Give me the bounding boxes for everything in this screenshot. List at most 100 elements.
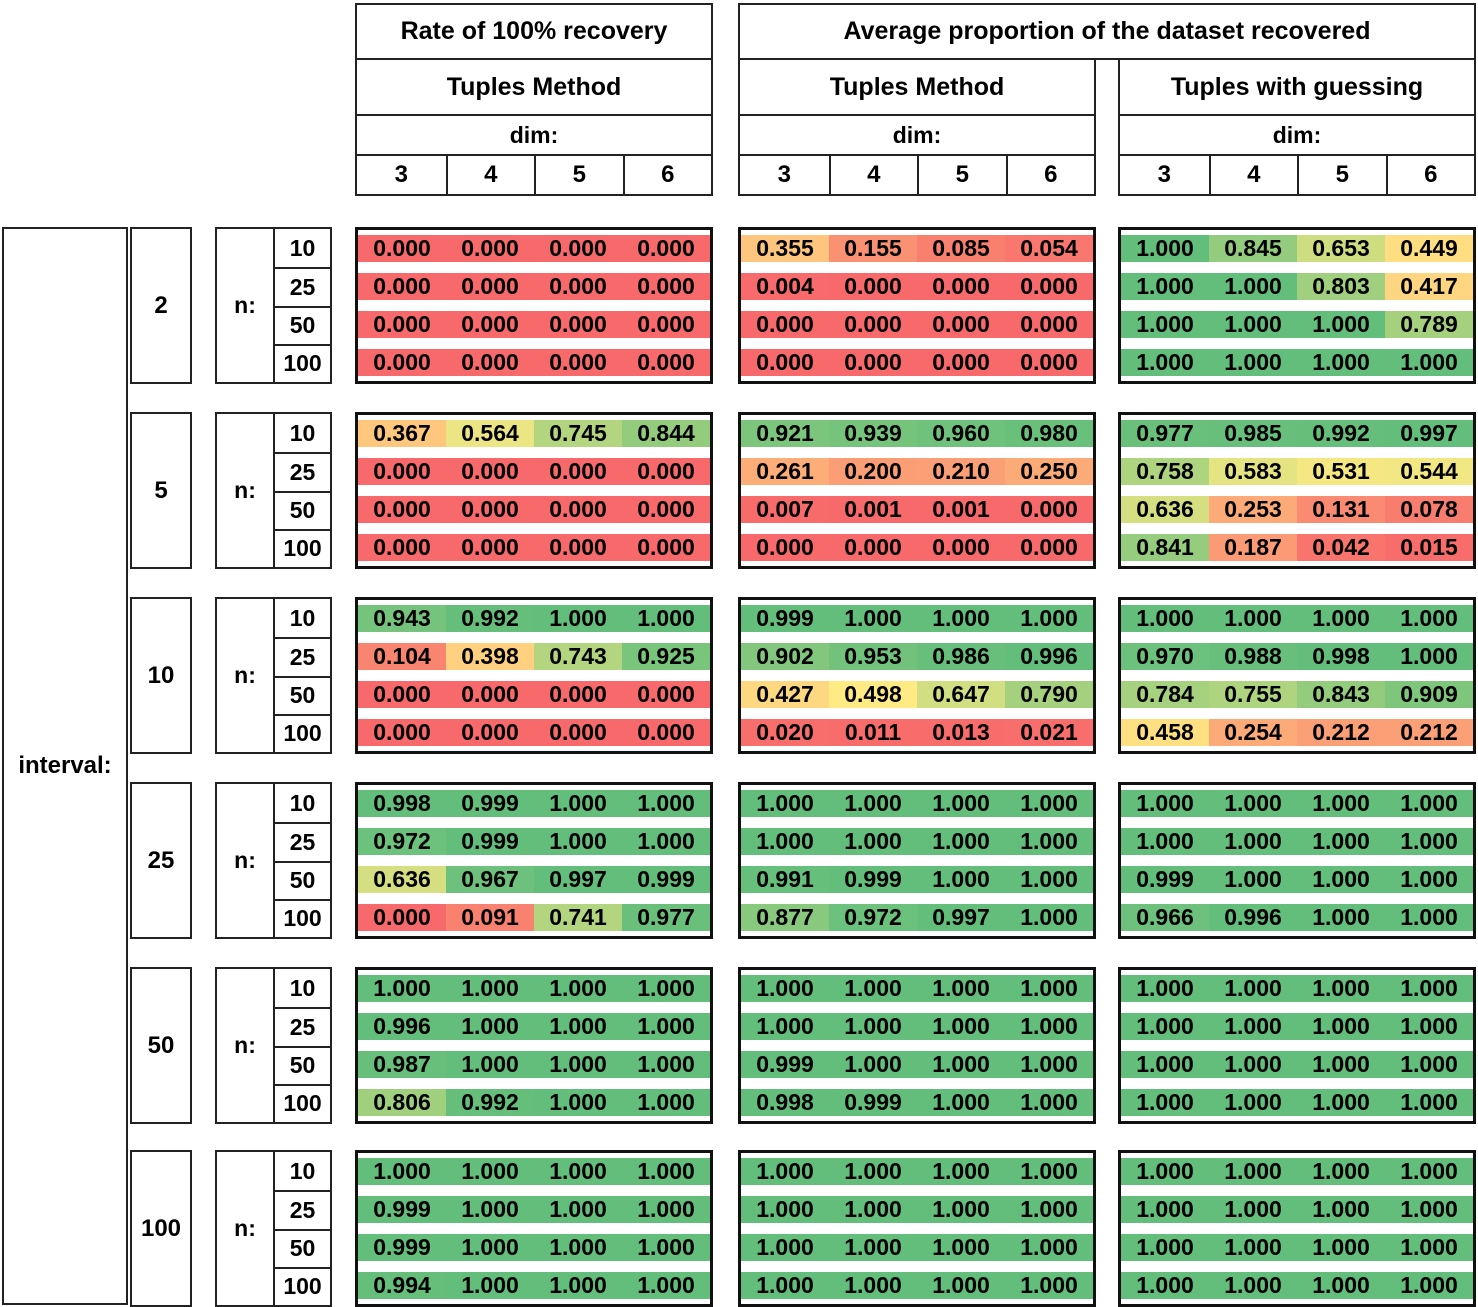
data-cell: 1.000	[1121, 1013, 1209, 1041]
data-block: 1.000 1.000 1.000 1.000 1.000 1.000 1.000 1.000…	[738, 1150, 1096, 1307]
data-cell: 1.000	[534, 1271, 622, 1299]
data-cell: 0.000	[1005, 495, 1093, 523]
data-cell: 1.000	[829, 605, 917, 633]
data-cell: 1.000	[917, 1088, 1005, 1116]
data-cell: 1.000	[1005, 1158, 1093, 1186]
data-cell: 1.000	[446, 1233, 534, 1261]
data-cell: 0.000	[622, 273, 710, 301]
data-cell: 0.261	[741, 458, 829, 486]
interval-value-cell: 50	[130, 967, 192, 1124]
n-value-cell: 50	[273, 675, 330, 714]
data-cell: 1.000	[1005, 1233, 1093, 1261]
data-cell: 0.789	[1385, 310, 1473, 338]
data-cell: 0.000	[534, 458, 622, 486]
data-cell: 0.544	[1385, 458, 1473, 486]
data-cell: 0.000	[622, 533, 710, 561]
data-cell: 0.000	[534, 235, 622, 263]
interval-value-cell: 25	[130, 782, 192, 939]
data-cell: 0.210	[917, 458, 1005, 486]
data-cell: 0.131	[1297, 495, 1385, 523]
n-value-cell: 100	[273, 898, 330, 937]
data-cell: 1.000	[534, 1088, 622, 1116]
n-value-cell: 50	[273, 1228, 330, 1267]
data-cell: 1.000	[917, 605, 1005, 633]
n-value-cell: 100	[273, 1083, 330, 1122]
data-cell: 0.999	[1121, 865, 1209, 893]
n-axis-cell: n:	[234, 662, 256, 688]
data-cell: 0.498	[829, 680, 917, 708]
dim-label: dim:	[740, 114, 1094, 154]
dim-label: dim:	[1120, 114, 1474, 154]
data-cell: 1.000	[1385, 1233, 1473, 1261]
data-cell: 0.007	[741, 495, 829, 523]
n-value-cell: 25	[273, 822, 330, 861]
data-cell: 0.000	[534, 310, 622, 338]
data-cell: 0.000	[446, 680, 534, 708]
data-cell: 0.000	[917, 310, 1005, 338]
n-value-cell: 25	[273, 637, 330, 676]
interval-axis-cell: interval:	[2, 227, 128, 1305]
data-block: 0.921 0.939 0.960 0.980 0.261 0.200 0.210 0.250…	[738, 412, 1096, 569]
data-cell: 0.997	[1385, 420, 1473, 448]
n-value-cell: 10	[273, 969, 330, 1008]
data-cell: 0.741	[534, 903, 622, 931]
data-cell: 0.000	[534, 495, 622, 523]
data-cell: 1.000	[917, 790, 1005, 818]
data-cell: 1.000	[917, 828, 1005, 856]
data-cell: 1.000	[622, 1271, 710, 1299]
data-cell: 0.000	[741, 348, 829, 376]
data-cell: 0.966	[1121, 903, 1209, 931]
data-cell: 0.999	[446, 828, 534, 856]
data-cell: 1.000	[534, 790, 622, 818]
data-cell: 0.925	[622, 643, 710, 671]
data-cell: 0.000	[358, 718, 446, 746]
dim-value-cell: 6	[1385, 156, 1475, 194]
data-cell: 1.000	[1209, 1233, 1297, 1261]
data-cell: 1.000	[622, 1088, 710, 1116]
data-cell: 0.967	[446, 865, 534, 893]
data-cell: 0.960	[917, 420, 1005, 448]
data-cell: 0.458	[1121, 718, 1209, 746]
n-value-cell: 25	[273, 267, 330, 306]
data-cell: 0.000	[358, 348, 446, 376]
n-value-cell: 100	[273, 713, 330, 752]
data-cell: 1.000	[1121, 348, 1209, 376]
data-cell: 0.355	[741, 235, 829, 263]
data-cell: 0.531	[1297, 458, 1385, 486]
n-axis-cell: n:	[234, 292, 256, 318]
dim-value-cell: 6	[622, 156, 712, 194]
data-cell: 1.000	[446, 1050, 534, 1078]
data-cell: 0.000	[829, 348, 917, 376]
data-cell: 0.000	[917, 273, 1005, 301]
n-table: n: 10 25 50 100	[215, 227, 332, 384]
data-cell: 1.000	[741, 828, 829, 856]
data-cell: 0.000	[741, 533, 829, 561]
data-cell: 1.000	[1005, 903, 1093, 931]
data-cell: 0.449	[1385, 235, 1473, 263]
data-cell: 1.000	[741, 975, 829, 1003]
data-cell: 1.000	[1209, 310, 1297, 338]
data-cell: 0.000	[446, 310, 534, 338]
data-cell: 0.000	[741, 310, 829, 338]
data-cell: 0.972	[358, 828, 446, 856]
data-cell: 0.000	[358, 680, 446, 708]
n-axis-cell: n:	[234, 477, 256, 503]
data-cell: 0.806	[358, 1088, 446, 1116]
data-cell: 1.000	[1297, 1233, 1385, 1261]
data-cell: 1.000	[358, 975, 446, 1003]
data-block: 0.355 0.155 0.085 0.054 0.004 0.000 0.000 0.000…	[738, 227, 1096, 384]
data-cell: 1.000	[741, 790, 829, 818]
data-cell: 1.000	[1297, 310, 1385, 338]
data-cell: 0.977	[1121, 420, 1209, 448]
data-cell: 0.187	[1209, 533, 1297, 561]
data-cell: 1.000	[446, 1196, 534, 1224]
data-cell: 1.000	[1005, 1088, 1093, 1116]
data-cell: 1.000	[741, 1196, 829, 1224]
data-cell: 0.000	[622, 495, 710, 523]
data-cell: 0.004	[741, 273, 829, 301]
n-value-cell: 50	[273, 860, 330, 899]
data-cell: 0.000	[358, 235, 446, 263]
interval-value-cell: 5	[130, 412, 192, 569]
